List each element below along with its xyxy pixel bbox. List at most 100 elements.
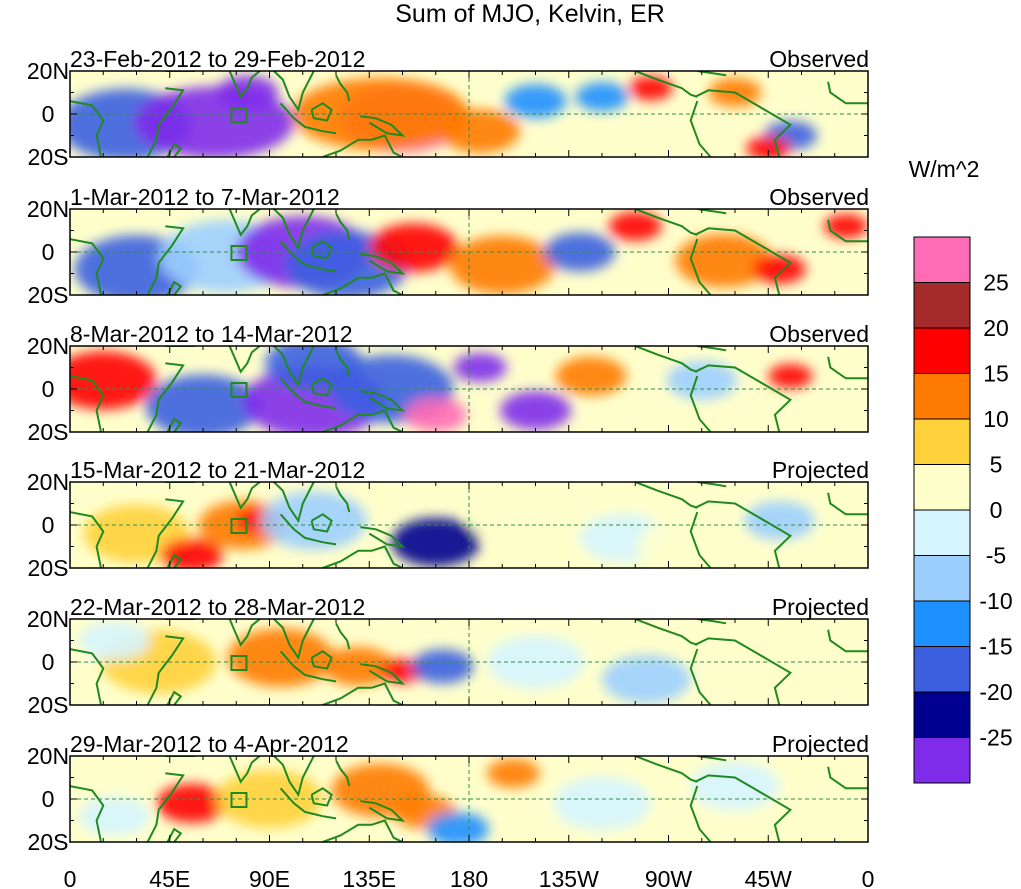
coastline [70,785,105,842]
coastline [634,619,698,646]
coastlines [70,482,868,568]
coastline [689,511,712,568]
coastline [146,498,185,568]
colorbar-swatch [913,555,971,602]
coastline [279,787,337,820]
anomaly-blob [411,649,474,684]
panel-1: 20N 0 20S 23-Feb-2012 to 29-Feb-2012 Observe… [27,46,869,170]
coastline [146,772,185,842]
coastline [689,648,712,705]
coastline [689,238,712,295]
y-tick-label: 20N [27,58,69,84]
anomaly-blob [260,491,368,550]
coastline [227,482,262,510]
coastline [689,375,712,432]
anomaly-blob [369,223,458,273]
region-box [230,245,248,261]
y-tick-label: 20S [28,419,69,445]
coastline [310,102,333,122]
x-tick-label: 135E [342,866,396,889]
panel-status: Projected [772,594,869,620]
coastlines [70,209,868,295]
coastline [634,71,698,98]
region-box [230,518,248,534]
coastline [310,650,333,670]
anomaly-blob [555,356,627,396]
anomaly-blob [500,390,571,431]
coastline [827,81,868,105]
coastline [273,209,315,251]
anomaly-blob [453,352,507,383]
coastline [166,690,183,705]
coastline [634,209,698,236]
coastline [146,225,185,295]
colorbar-tick-label: 20 [983,315,1009,341]
anomaly-blob [675,233,773,288]
colorbar-tick-label: -25 [979,725,1012,751]
anomaly-blob [78,796,150,836]
anomaly-blob [322,646,394,686]
colorbar-swatch [913,737,971,784]
x-tick-label: 135W [539,866,599,889]
coastline [273,482,315,524]
y-tick-label: 20S [28,829,69,855]
coastline [273,346,315,388]
colorbar-swatch [913,691,971,738]
anomaly-field [70,346,813,432]
y-tick-label: 20S [28,282,69,308]
colorbar-swatch [913,236,971,283]
coastline [322,272,403,295]
anomaly-blob [227,628,334,687]
x-tick-label: 180 [450,866,488,889]
coastline [322,134,403,157]
coastline [827,766,868,790]
coastlines [70,346,868,432]
coastline [360,663,406,685]
coastline [322,545,403,568]
panel-date-range: 23-Feb-2012 to 29-Feb-2012 [70,46,365,72]
anomaly-blob [768,363,813,389]
panel-status: Projected [772,731,869,757]
y-tick-label: 0 [42,101,55,127]
anomaly-blob [216,75,279,110]
anomaly-blob [666,360,738,400]
coastline [70,238,105,295]
anomaly-blob [553,776,651,831]
region-box [230,792,248,808]
colorbar-swatch [913,373,971,420]
anomaly-blob [70,351,157,410]
anomaly-blob [746,136,791,157]
panel-date-range: 22-Mar-2012 to 28-Mar-2012 [70,594,365,620]
panel-2: 20N 0 20S 1-Mar-2012 to 7-Mar-2012 Observed [27,184,869,308]
coastline [827,219,868,243]
coastline [335,212,351,240]
coastline [827,356,868,380]
colorbar-tick-label: -15 [979,634,1012,660]
colorbar-tick-label: 15 [983,361,1009,387]
coastline [335,759,351,787]
coastline [634,346,698,373]
y-tick-label: 0 [42,376,55,402]
anomaly-blob [449,235,556,295]
coastline [70,375,105,432]
x-tick-label: 0 [64,866,77,889]
panel-date-range: 29-Mar-2012 to 4-Apr-2012 [70,731,349,757]
coastline [227,346,262,374]
coastline [279,650,337,683]
coastline [689,785,712,842]
coastlines [70,756,868,842]
coastline [310,377,333,397]
colorbar-swatch [913,282,971,329]
colorbar-tick-label: 25 [983,270,1009,296]
y-tick-label: 0 [42,649,55,675]
coastline [360,253,406,275]
coastline [634,756,698,783]
y-tick-label: 20S [28,144,69,170]
colorbar-swatch [913,600,971,647]
coastline [827,492,868,516]
coastline [310,787,333,807]
panel-6: 20N 0 20S 29-Mar-2012 to 4-Apr-2012 Projecte… [27,731,869,855]
anomaly-blob [83,504,190,563]
anomaly-blob [440,109,520,154]
coastline [694,500,793,568]
